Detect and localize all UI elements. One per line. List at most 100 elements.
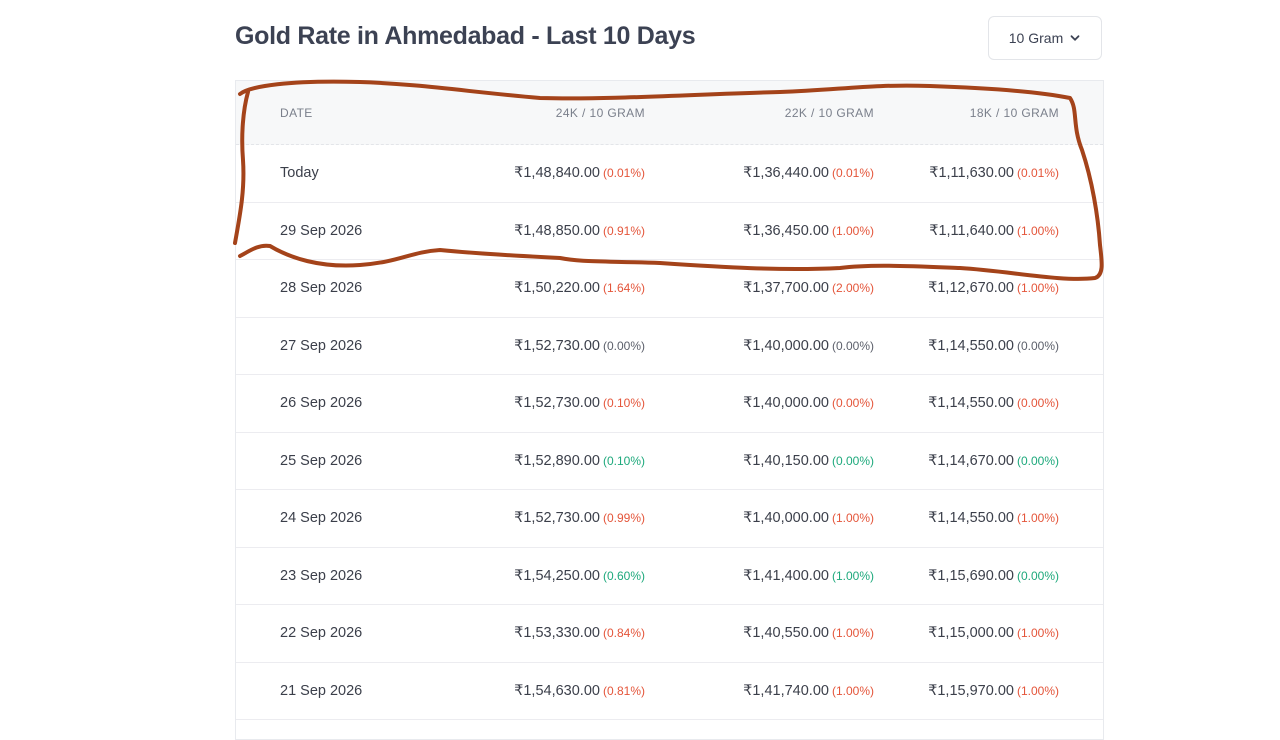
row-date: 24 Sep 2026 [280,510,363,527]
row-date: Today [280,165,319,182]
rate-18k-cell: ₹1,14,550.00 (1.00%) [928,510,1059,526]
rate-24k-price: ₹1,52,730.00 [514,337,600,354]
rate-22k-change: (1.00%) [831,223,874,238]
table-row: 23 Sep 2026 ₹1,54,250.00 (0.60%) ₹1,41,400.… [236,548,1103,605]
rate-18k-change: (0.00%) [1016,568,1059,583]
rate-24k-price: ₹1,52,890.00 [514,452,600,469]
rate-22k-cell: ₹1,41,740.00 (1.00%) [743,683,874,699]
rate-24k-change: (0.84%) [602,626,645,641]
rate-22k-price: ₹1,40,000.00 [743,510,829,527]
rate-18k-cell: ₹1,14,670.00 (0.00%) [928,453,1059,469]
rate-22k-price: ₹1,40,000.00 [743,337,829,354]
header-22k: 22K / 10 GRAM [784,106,874,120]
rate-24k-cell: ₹1,54,250.00 (0.60%) [514,568,645,584]
row-date: 28 Sep 2026 [280,280,363,297]
rate-18k-change: (1.00%) [1016,223,1059,238]
rate-18k-price: ₹1,14,550.00 [928,395,1014,412]
rate-24k-change: (0.91%) [602,223,645,238]
rate-24k-change: (1.64%) [602,281,645,296]
rate-24k-change: (0.01%) [602,166,645,181]
rate-24k-change: (0.10%) [602,396,645,411]
rate-22k-cell: ₹1,40,000.00 (0.00%) [743,395,874,411]
rate-22k-cell: ₹1,37,700.00 (2.00%) [743,280,874,296]
gold-rate-table: DATE 24K / 10 GRAM 22K / 10 GRAM 18K / 1… [235,80,1104,740]
rate-18k-change: (1.00%) [1016,683,1059,698]
table-header: DATE 24K / 10 GRAM 22K / 10 GRAM 18K / 1… [236,81,1103,145]
rate-24k-cell: ₹1,54,630.00 (0.81%) [514,683,645,699]
rate-18k-price: ₹1,14,550.00 [928,337,1014,354]
rate-24k-change: (0.81%) [602,683,645,698]
rate-24k-cell: ₹1,52,890.00 (0.10%) [514,453,645,469]
rate-22k-change: (0.00%) [831,338,874,353]
rate-18k-cell: ₹1,15,000.00 (1.00%) [928,625,1059,641]
rate-24k-cell: ₹1,52,730.00 (0.00%) [514,338,645,354]
rate-22k-price: ₹1,36,440.00 [743,165,829,182]
row-date: 22 Sep 2026 [280,625,363,642]
rate-24k-change: (0.99%) [602,511,645,526]
rate-24k-price: ₹1,52,730.00 [514,395,600,412]
rate-22k-cell: ₹1,40,550.00 (1.00%) [743,625,874,641]
rate-24k-price: ₹1,48,850.00 [514,222,600,239]
rate-24k-cell: ₹1,52,730.00 (0.99%) [514,510,645,526]
rate-24k-price: ₹1,54,630.00 [514,682,600,699]
rate-18k-cell: ₹1,15,690.00 (0.00%) [928,568,1059,584]
rate-22k-price: ₹1,40,150.00 [743,452,829,469]
rate-18k-change: (0.00%) [1016,338,1059,353]
table-row: 24 Sep 2026 ₹1,52,730.00 (0.99%) ₹1,40,000.… [236,490,1103,548]
row-date: 23 Sep 2026 [280,567,363,584]
table-row: 27 Sep 2026 ₹1,52,730.00 (0.00%) ₹1,40,000.… [236,318,1103,375]
rate-18k-change: (1.00%) [1016,626,1059,641]
table-row: 25 Sep 2026 ₹1,52,890.00 (0.10%) ₹1,40,150.… [236,433,1103,490]
rate-18k-price: ₹1,14,550.00 [928,510,1014,527]
rate-22k-change: (1.00%) [831,683,874,698]
table-row: 21 Sep 2026 ₹1,54,630.00 (0.81%) ₹1,41,740.… [236,663,1103,720]
page-title: Gold Rate in Ahmedabad - Last 10 Days [235,22,696,50]
rate-22k-change: (1.00%) [831,626,874,641]
header-24k: 24K / 10 GRAM [555,106,645,120]
chevron-down-icon [1069,32,1081,44]
rate-22k-cell: ₹1,40,000.00 (1.00%) [743,510,874,526]
rate-18k-change: (0.00%) [1016,396,1059,411]
rate-18k-cell: ₹1,12,670.00 (1.00%) [928,280,1059,296]
rate-24k-price: ₹1,52,730.00 [514,510,600,527]
rate-22k-price: ₹1,37,700.00 [743,280,829,297]
table-row: Today ₹1,48,840.00 (0.01%) ₹1,36,440.00 (0.0… [236,145,1103,203]
rate-18k-change: (1.00%) [1016,511,1059,526]
row-date: 26 Sep 2026 [280,395,363,412]
rate-24k-price: ₹1,48,840.00 [514,165,600,182]
rate-24k-cell: ₹1,52,730.00 (0.10%) [514,395,645,411]
rate-22k-change: (2.00%) [831,281,874,296]
unit-select-dropdown[interactable]: 10 Gram [988,16,1102,60]
rate-22k-cell: ₹1,40,000.00 (0.00%) [743,338,874,354]
rate-24k-cell: ₹1,50,220.00 (1.64%) [514,280,645,296]
rate-24k-change: (0.60%) [602,568,645,583]
rate-22k-change: (1.00%) [831,511,874,526]
rate-22k-cell: ₹1,41,400.00 (1.00%) [743,568,874,584]
rate-24k-price: ₹1,54,250.00 [514,567,600,584]
unit-select-value: 10 Gram [1008,30,1064,46]
rate-22k-cell: ₹1,36,450.00 (1.00%) [743,223,874,239]
rate-22k-change: (0.01%) [831,166,874,181]
row-date: 27 Sep 2026 [280,337,363,354]
rate-24k-change: (0.10%) [602,453,645,468]
rate-22k-cell: ₹1,36,440.00 (0.01%) [743,165,874,181]
header-date: DATE [280,106,313,120]
rate-22k-cell: ₹1,40,150.00 (0.00%) [743,453,874,469]
header-18k: 18K / 10 GRAM [969,106,1059,120]
rate-22k-price: ₹1,40,000.00 [743,395,829,412]
rate-18k-cell: ₹1,14,550.00 (0.00%) [928,395,1059,411]
rate-24k-cell: ₹1,48,840.00 (0.01%) [514,165,645,181]
rate-18k-price: ₹1,11,630.00 [929,165,1014,182]
rate-24k-change: (0.00%) [602,338,645,353]
rate-24k-cell: ₹1,48,850.00 (0.91%) [514,223,645,239]
rate-18k-price: ₹1,12,670.00 [928,280,1014,297]
rate-22k-change: (0.00%) [831,453,874,468]
rate-18k-cell: ₹1,11,630.00 (0.01%) [929,165,1059,181]
rate-18k-cell: ₹1,11,640.00 (1.00%) [929,223,1059,239]
table-row: 28 Sep 2026 ₹1,50,220.00 (1.64%) ₹1,37,700.… [236,260,1103,318]
table-row: 29 Sep 2026 ₹1,48,850.00 (0.91%) ₹1,36,450.… [236,203,1103,260]
table-row: 26 Sep 2026 ₹1,52,730.00 (0.10%) ₹1,40,000.… [236,375,1103,433]
rate-24k-price: ₹1,53,330.00 [514,625,600,642]
rate-18k-price: ₹1,15,690.00 [928,567,1014,584]
rate-22k-price: ₹1,36,450.00 [743,222,829,239]
